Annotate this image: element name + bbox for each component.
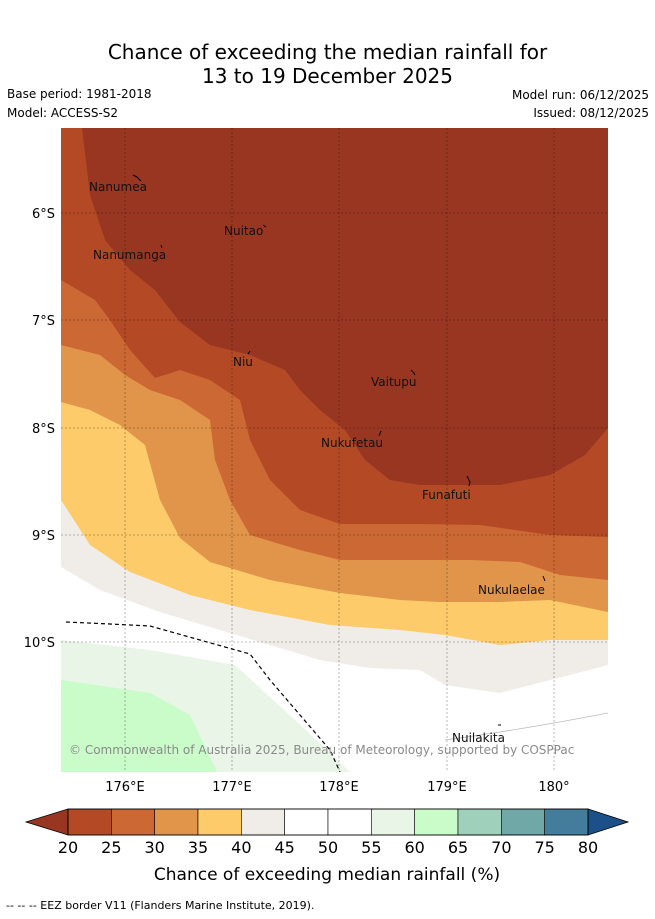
colorbar-tick-label: 55 [361,838,381,857]
lat-label: 9°S [32,529,55,544]
colorbar-high-extend [587,808,630,836]
colorbar-tick-label: 30 [144,838,164,857]
colorbar-tick-label: 65 [448,838,468,857]
eez-legend-note: -- -- -- EEZ border V11 (Flanders Marine… [6,899,315,912]
copyright-notice: © Commonwealth of Australia 2025, Bureau… [69,743,574,757]
colorbar-tick-label: 35 [188,838,208,857]
graticule [61,128,608,772]
model-run: Model run: 06/12/2025 [511,88,649,102]
lat-label: 10°S [24,636,55,651]
lon-label: 179°E [427,780,467,795]
lon-label: 176°E [105,780,145,795]
lon-label: 178°E [319,780,359,795]
lat-label: 7°S [32,314,55,329]
colorbar-tick-label: 25 [101,838,121,857]
place-label: Nukufetau [321,436,383,450]
place-label: Nuilakita [452,731,505,745]
colorbar-label: Chance of exceeding median rainfall (%) [154,865,500,885]
colorbar-tick-label: 70 [491,838,511,857]
island-outlines [132,174,546,726]
latitude-labels: 6°S 7°S 8°S 9°S 10°S [24,207,55,651]
lon-label: 180° [538,780,569,795]
colorbar-tick-label: 40 [231,838,251,857]
eez-border-line [65,621,341,772]
lon-label: 177°E [212,780,252,795]
place-label: Nanumanga [93,248,166,262]
colorbar-tick-label: 60 [404,838,424,857]
lat-label: 6°S [32,207,55,222]
issued-date: Issued: 08/12/2025 [533,106,649,120]
place-labels: Nanumea Nuitao Nanumanga Niu Vaitupu Nuk… [89,180,545,745]
colorbar-cell [457,808,502,836]
place-label: Funafuti [422,488,471,502]
band-below-20 [82,128,608,485]
colorbar-cell [371,808,415,836]
chart-title-line2: 13 to 19 December 2025 [201,64,453,88]
colorbar-tick-label: 45 [274,838,294,857]
colorbar-cell [67,808,112,836]
place-label: Niu [233,355,253,369]
place-label: Vaitupu [371,375,417,389]
place-label: Nuitao [224,224,263,238]
colorbar-cell [284,808,329,836]
colorbar-cell [501,808,545,836]
model-name: Model: ACCESS-S2 [7,106,119,120]
colorbar-tick-label: 80 [578,838,598,857]
base-period: Base period: 1981-2018 [7,87,152,101]
colorbar-tick-label: 20 [58,838,78,857]
band-60-65 [61,680,217,772]
colorbar-tick-label: 50 [318,838,338,857]
colorbar-cell [154,808,199,836]
colorbar-tick-label: 75 [534,838,554,857]
colorbar: 20 25 30 35 40 45 50 55 60 65 70 75 80 Chance of exc… [24,808,630,885]
longitude-labels: 176°E 177°E 178°E 179°E 180° [105,780,569,795]
colorbar-cell [414,808,459,836]
lat-label: 8°S [32,422,55,437]
colorbar-low-extend [24,808,69,836]
colorbar-cell [197,808,242,836]
colorbar-cell [327,808,372,836]
place-label: Nukulaelae [478,583,545,597]
colorbar-cell [111,808,155,836]
probability-fill [61,128,608,772]
chart-title-line1: Chance of exceeding the median rainfall … [107,40,548,64]
place-label: Nanumea [89,180,147,194]
eez-faint-boundary [444,712,608,741]
colorbar-cell [544,808,589,836]
colorbar-cell [241,808,285,836]
